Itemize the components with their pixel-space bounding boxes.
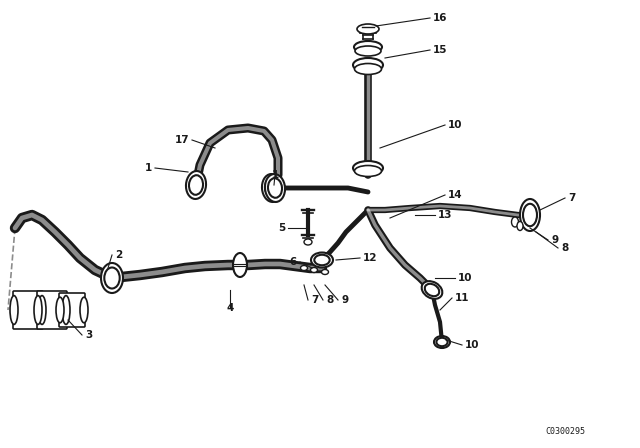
Ellipse shape — [310, 267, 317, 272]
Ellipse shape — [523, 204, 537, 226]
Ellipse shape — [355, 165, 381, 177]
Text: C0300295: C0300295 — [545, 427, 585, 436]
Ellipse shape — [321, 270, 328, 275]
Ellipse shape — [357, 24, 379, 34]
Text: 17: 17 — [174, 135, 189, 145]
Ellipse shape — [422, 281, 442, 299]
Ellipse shape — [268, 178, 282, 198]
Text: 8: 8 — [326, 295, 333, 305]
Text: 10: 10 — [448, 120, 463, 130]
Ellipse shape — [436, 338, 447, 346]
Ellipse shape — [189, 175, 203, 195]
Ellipse shape — [101, 263, 123, 293]
Ellipse shape — [104, 267, 120, 289]
Ellipse shape — [56, 297, 64, 323]
FancyBboxPatch shape — [59, 293, 85, 327]
Ellipse shape — [311, 253, 333, 267]
Text: 11: 11 — [455, 293, 470, 303]
Ellipse shape — [354, 41, 382, 53]
Text: 14: 14 — [448, 190, 463, 200]
Ellipse shape — [80, 297, 88, 323]
Ellipse shape — [38, 296, 46, 324]
Ellipse shape — [355, 46, 381, 56]
Text: 5: 5 — [278, 223, 285, 233]
Text: 16: 16 — [433, 13, 447, 23]
Text: 7: 7 — [311, 295, 318, 305]
Text: 15: 15 — [433, 45, 447, 55]
FancyBboxPatch shape — [37, 291, 67, 329]
Ellipse shape — [355, 64, 381, 74]
Ellipse shape — [520, 199, 540, 231]
Ellipse shape — [262, 174, 282, 202]
Ellipse shape — [62, 296, 70, 324]
Ellipse shape — [434, 336, 450, 348]
Ellipse shape — [301, 266, 307, 271]
Text: 3: 3 — [85, 330, 92, 340]
Ellipse shape — [353, 58, 383, 72]
Text: 6: 6 — [290, 257, 297, 267]
Text: 10: 10 — [465, 340, 479, 350]
Ellipse shape — [425, 284, 439, 296]
Ellipse shape — [186, 171, 206, 199]
Ellipse shape — [517, 221, 523, 231]
Text: 9: 9 — [341, 295, 348, 305]
Ellipse shape — [314, 255, 330, 265]
Ellipse shape — [233, 253, 247, 277]
Ellipse shape — [10, 296, 18, 324]
Ellipse shape — [265, 178, 279, 198]
Text: 1: 1 — [145, 163, 152, 173]
Text: 12: 12 — [363, 253, 378, 263]
Text: 8: 8 — [561, 243, 568, 253]
Ellipse shape — [511, 217, 518, 227]
Text: 2: 2 — [115, 250, 122, 260]
Ellipse shape — [265, 174, 285, 202]
Text: 9: 9 — [551, 235, 558, 245]
Ellipse shape — [304, 239, 312, 245]
FancyBboxPatch shape — [13, 291, 43, 329]
Ellipse shape — [34, 296, 42, 324]
Text: 4: 4 — [227, 303, 234, 313]
Text: 7: 7 — [568, 193, 575, 203]
Text: 10: 10 — [458, 273, 472, 283]
Ellipse shape — [353, 161, 383, 175]
Text: 1: 1 — [271, 170, 278, 180]
Text: 13: 13 — [438, 210, 452, 220]
